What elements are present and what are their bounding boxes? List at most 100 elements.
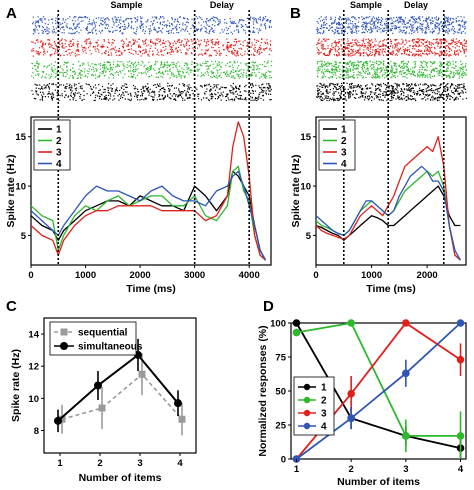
raster-spike — [442, 91, 444, 93]
raster-spike — [449, 62, 451, 65]
raster-spike — [400, 66, 402, 69]
raster-spike — [352, 76, 354, 78]
raster-spike — [350, 91, 352, 93]
raster-spike — [403, 63, 405, 65]
raster-spike — [390, 60, 392, 63]
raster-spike — [131, 62, 133, 64]
raster-spike — [331, 43, 333, 45]
raster-spike — [366, 64, 368, 66]
raster-spike — [40, 18, 42, 20]
raster-spike — [256, 21, 258, 23]
raster-spike — [370, 93, 372, 95]
raster-spike — [363, 51, 365, 54]
raster-spike — [394, 47, 396, 49]
raster-spike — [134, 86, 136, 88]
raster-spike — [407, 68, 409, 70]
raster-spike — [435, 52, 437, 55]
raster-spike — [124, 83, 126, 85]
raster-spike — [326, 27, 328, 29]
raster-spike — [139, 26, 142, 28]
raster-spike — [140, 20, 142, 22]
raster-spike — [324, 38, 326, 40]
raster-spike — [440, 96, 442, 98]
raster-spike — [376, 97, 378, 99]
raster-spike — [33, 65, 35, 67]
raster-spike — [336, 54, 338, 56]
raster-spike — [113, 63, 115, 66]
raster-spike — [337, 98, 339, 100]
raster-spike — [73, 85, 76, 87]
raster-spike — [455, 65, 457, 67]
raster-spike — [141, 23, 143, 26]
raster-spike — [406, 69, 408, 71]
raster-spike — [374, 50, 376, 52]
raster-spike — [157, 71, 160, 73]
raster-spike — [108, 39, 110, 41]
raster-spike — [464, 32, 466, 34]
raster-spike — [446, 53, 448, 55]
raster-spike — [435, 88, 437, 90]
raster-spike — [341, 23, 343, 25]
raster-spike — [381, 99, 383, 101]
raster-spike — [145, 97, 147, 99]
raster-spike — [211, 40, 213, 42]
raster-spike — [46, 27, 48, 29]
raster-spike — [424, 94, 427, 96]
raster-spike — [180, 96, 183, 98]
x-tick-label: 1000 — [75, 270, 96, 281]
raster-spike — [81, 85, 83, 87]
raster-spike — [348, 53, 350, 55]
raster-spike — [59, 94, 61, 97]
raster-spike — [376, 83, 378, 85]
raster-spike — [402, 91, 405, 93]
raster-spike — [316, 61, 318, 63]
raster-spike — [72, 63, 74, 65]
raster-spike — [461, 74, 463, 76]
raster-spike — [247, 48, 249, 50]
raster-spike — [337, 22, 339, 24]
raster-spike — [374, 62, 376, 64]
raster-spike — [144, 40, 146, 42]
raster-spike — [114, 46, 116, 48]
raster-spike — [267, 88, 269, 90]
raster-spike — [347, 19, 349, 21]
raster-spike — [34, 74, 37, 76]
raster-spike — [361, 94, 363, 96]
raster-spike — [381, 45, 383, 47]
raster-spike — [193, 68, 196, 70]
raster-spike — [232, 93, 234, 95]
raster-spike — [384, 69, 386, 72]
raster-spike — [404, 62, 406, 64]
raster-spike — [189, 97, 191, 99]
raster-spike — [261, 73, 263, 75]
raster-spike — [253, 53, 255, 55]
raster-spike — [98, 63, 100, 65]
legend-label-4: 4 — [56, 159, 62, 170]
raster-spike — [32, 67, 34, 69]
raster-spike — [50, 75, 53, 77]
raster-spike — [113, 24, 115, 26]
raster-spike — [398, 97, 400, 99]
raster-spike — [128, 51, 130, 53]
raster-spike — [177, 61, 179, 63]
raster-spike — [32, 47, 34, 49]
raster-spike — [136, 96, 138, 98]
raster-spike — [116, 54, 118, 56]
raster-spike — [424, 83, 426, 85]
raster-spike — [433, 61, 435, 63]
raster-spike — [130, 48, 132, 50]
raster-spike — [422, 72, 424, 74]
raster-spike — [53, 65, 55, 67]
raster-spike — [81, 64, 84, 66]
raster-spike — [134, 18, 136, 20]
raster-spike — [161, 61, 163, 63]
raster-spike — [169, 69, 171, 71]
raster-spike — [425, 90, 427, 92]
raster-spike — [159, 85, 161, 87]
raster-spike — [178, 73, 180, 75]
raster-spike — [50, 93, 52, 96]
raster-spike — [237, 98, 239, 100]
raster-spike — [183, 85, 185, 87]
raster-spike — [139, 26, 141, 28]
